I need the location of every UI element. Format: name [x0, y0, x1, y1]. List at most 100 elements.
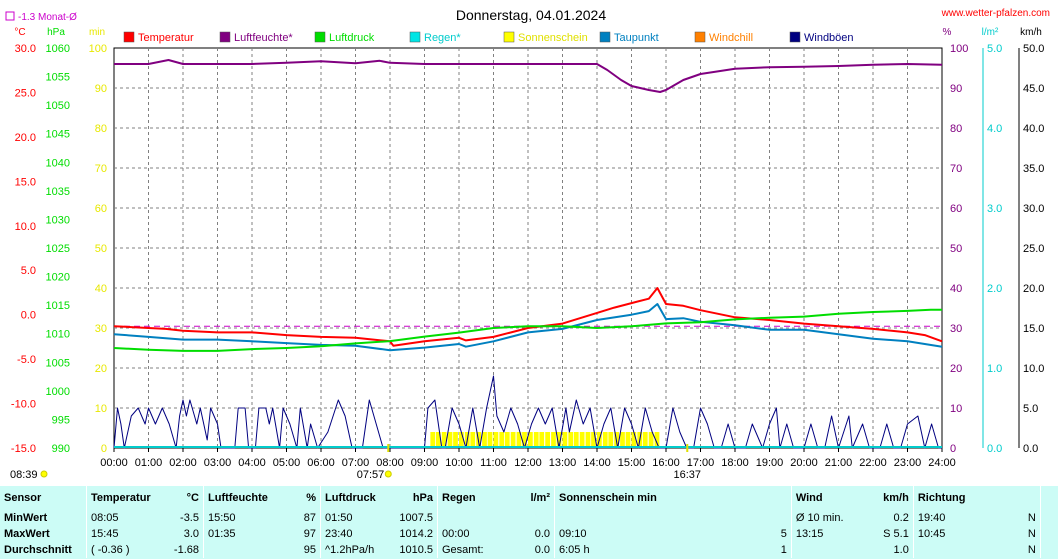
wind-value: S 5.1 — [883, 528, 909, 540]
legend-swatch — [409, 31, 421, 43]
sunshine-bar — [453, 432, 458, 448]
y-tick-label-pressure: 1010 — [46, 329, 70, 341]
y-tick-label-temp: 25.0 — [15, 87, 36, 99]
y-tick-label-humidity: 70 — [950, 163, 962, 175]
y-tick-label-humidity: 80 — [950, 123, 962, 135]
dir-time: 19:40 — [912, 510, 982, 526]
month-avg-label: -1.3 Monat-Ø — [18, 12, 77, 23]
legend-label: Sonnenschein — [518, 32, 588, 44]
sunshine-bar — [522, 432, 527, 448]
sunshine-bar — [545, 432, 550, 448]
x-tick-label: 18:00 — [721, 457, 749, 469]
y-tick-label-pressure: 1000 — [46, 386, 70, 398]
min-time-icon — [384, 470, 392, 478]
y-tick-label-pressure: 990 — [52, 443, 70, 455]
legend-swatch — [503, 31, 515, 43]
rain-value — [506, 510, 555, 526]
x-tick-label: 09:00 — [411, 457, 439, 469]
sun-value: 1 — [780, 544, 787, 556]
site-link[interactable]: www.wetter-pfalzen.com — [941, 8, 1050, 19]
legend-label: Taupunkt — [614, 32, 659, 44]
legend-label: Windböen — [804, 32, 854, 44]
stats-filler — [1039, 510, 1058, 526]
sunshine-bar — [493, 432, 499, 448]
temp-time: 15:45 — [86, 526, 165, 542]
y-tick-label-pressure: 1005 — [46, 357, 70, 369]
sunshine-bar — [551, 432, 556, 448]
y-tick-label-temp: -5.0 — [17, 354, 36, 366]
x-tick-label: 06:00 — [307, 457, 335, 469]
axis-unit-pressure: hPa — [47, 27, 65, 38]
y-tick-label-temp: 20.0 — [15, 132, 36, 144]
y-tick-label-wind: 40.0 — [1023, 123, 1044, 135]
y-tick-label-pressure: 1025 — [46, 243, 70, 255]
rain-value: 0.0 — [534, 528, 550, 540]
y-tick-label-sun_min: 0 — [101, 443, 107, 455]
x-tick-label: 01:00 — [135, 457, 163, 469]
y-tick-label-pressure: 1040 — [46, 157, 70, 169]
x-tick-label: 10:00 — [445, 457, 473, 469]
legend-label: Temperatur — [138, 32, 194, 44]
sunshine-bar — [562, 432, 568, 448]
y-tick-label-wind: 35.0 — [1023, 163, 1044, 175]
series-line-luftdruck — [113, 308, 942, 352]
wind-time: 13:15 — [790, 526, 860, 542]
plot-grid — [113, 47, 943, 449]
sunrise-label: 08:39 — [10, 469, 38, 481]
hum-time: 01:35 — [203, 526, 292, 542]
y-tick-label-humidity: 50 — [950, 243, 962, 255]
plot-series — [113, 59, 943, 449]
press-time: 23:40 — [320, 526, 389, 542]
x-tick-label: 13:00 — [549, 457, 577, 469]
y-tick-label-temp: 30.0 — [15, 43, 36, 55]
press-time: 01:50 — [320, 510, 389, 526]
y-tick-label-pressure: 1045 — [46, 129, 70, 141]
y-tick-label-humidity: 90 — [950, 83, 962, 95]
y-tick-label-rain: 4.0 — [987, 123, 1002, 135]
temp-value: 3.0 — [183, 528, 199, 540]
sunshine-bar — [482, 432, 487, 448]
left-axes: 30.0 25.0 20.0 15.0 10.0 5.0 0.0 -5.0 -10.0 -15.0… — [11, 43, 107, 455]
hum-time — [203, 542, 292, 558]
y-tick-label-pressure: 1030 — [46, 214, 70, 226]
y-tick-label-humidity: 30 — [950, 323, 962, 335]
y-tick-label-wind: 25.0 — [1023, 243, 1044, 255]
stats-filler — [1039, 486, 1058, 510]
legend-swatch — [123, 31, 135, 43]
series-line-taupunkt — [113, 303, 943, 352]
sunshine-bar — [470, 432, 476, 448]
x-tick-label: 12:00 — [514, 457, 542, 469]
y-tick-label-sun_min: 90 — [95, 83, 107, 95]
x-tick-label: 05:00 — [273, 457, 301, 469]
sunshine-bar — [573, 432, 579, 448]
x-tick-label: 19:00 — [756, 457, 784, 469]
y-tick-label-pressure: 1020 — [46, 272, 70, 284]
axis-unit-sun_min: min — [89, 27, 105, 38]
y-tick-label-sun_min: 100 — [89, 43, 107, 55]
stats-header-hum: Luftfeuchte — [203, 486, 292, 510]
x-tick-label: 00:00 — [100, 457, 128, 469]
x-tick-label: 22:00 — [859, 457, 887, 469]
stats-row-min: MinWert 08:05 -3.5 15:50 87 01:50 1007.5… — [0, 510, 1058, 526]
x-tick-label: 20:00 — [790, 457, 818, 469]
stats-header-hum-unit: % — [306, 492, 316, 504]
stats-header-dir-spacer — [982, 486, 1041, 510]
legend-label: Luftfeuchte* — [234, 32, 293, 44]
sunshine-bar — [579, 432, 585, 448]
hum-value: 97 — [303, 528, 316, 540]
x-tick-label: 16:00 — [652, 457, 680, 469]
sunshine-bar — [591, 432, 596, 448]
sunshine-bar — [533, 432, 539, 448]
y-tick-label-rain: 3.0 — [987, 203, 1002, 215]
x-tick-label: 21:00 — [825, 457, 853, 469]
y-tick-label-pressure: 1050 — [46, 100, 70, 112]
x-tick-label: 04:00 — [238, 457, 266, 469]
temp-time: ( -0.36 ) — [86, 542, 165, 558]
y-tick-label-wind: 45.0 — [1023, 83, 1044, 95]
y-tick-label-wind: 30.0 — [1023, 203, 1044, 215]
hum-time: 15:50 — [203, 510, 292, 526]
y-tick-label-sun_min: 70 — [95, 163, 107, 175]
axis-unit-humidity: % — [943, 27, 952, 38]
legend-swatch — [789, 31, 801, 43]
row-label: Durchschnitt — [4, 544, 72, 556]
